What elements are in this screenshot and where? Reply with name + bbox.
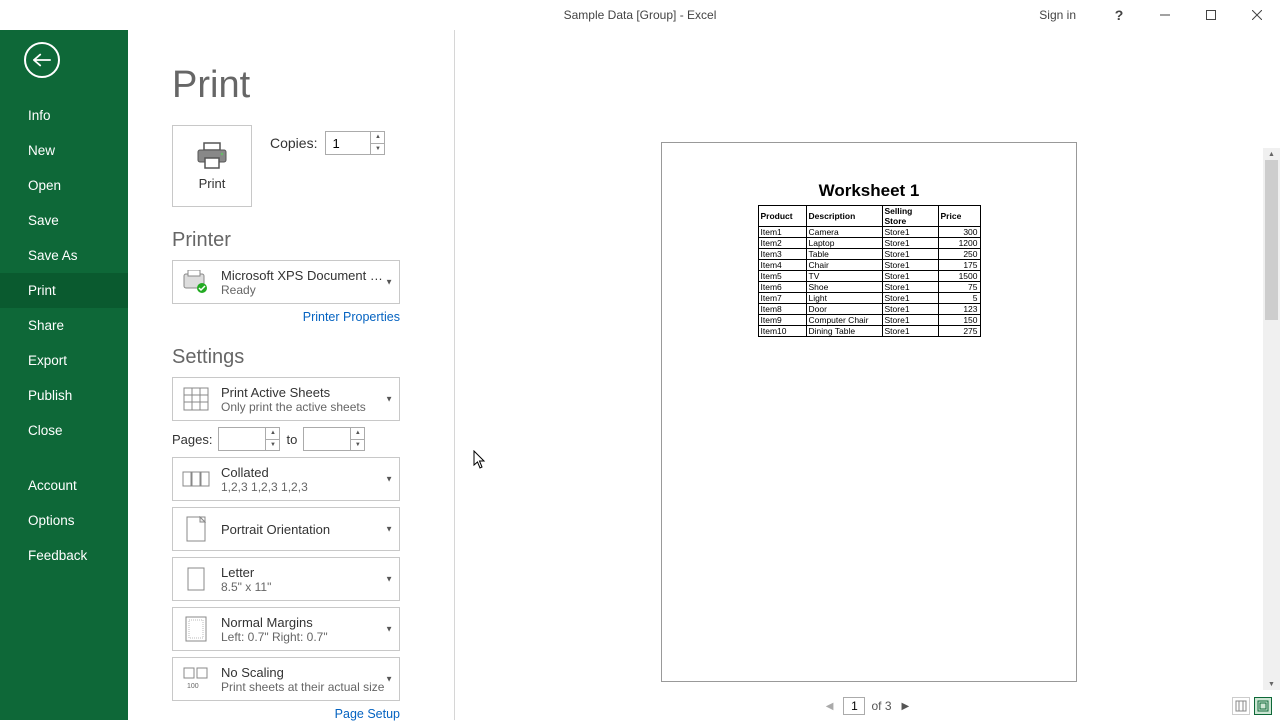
- print-button[interactable]: Print: [172, 125, 252, 207]
- table-row: Item10Dining TableStore1275: [758, 326, 980, 337]
- table-row: Item6ShoeStore175: [758, 282, 980, 293]
- spinner-buttons[interactable]: ▲▼: [370, 132, 384, 154]
- sidebar: InfoNewOpenSaveSave AsPrintShareExportPu…: [0, 30, 128, 720]
- window-title: Sample Data [Group] - Excel: [564, 8, 717, 22]
- pages-to-spinner[interactable]: ▲▼: [303, 427, 365, 451]
- margins-icon: [181, 614, 211, 644]
- main: InfoNewOpenSaveSave AsPrintShareExportPu…: [0, 30, 1280, 720]
- page-title: Print: [172, 64, 448, 107]
- orientation-select[interactable]: Portrait Orientation ▼: [172, 507, 400, 551]
- table-row: Item2LaptopStore11200: [758, 238, 980, 249]
- table-row: Item1CameraStore1300: [758, 227, 980, 238]
- preview-area: Worksheet 1 ProductDescriptionSelling St…: [455, 30, 1280, 720]
- prev-page-button[interactable]: ◀: [822, 701, 838, 712]
- table-row: Item4ChairStore1175: [758, 260, 980, 271]
- scaling-icon: 100: [181, 664, 211, 694]
- paper-icon: [181, 564, 211, 594]
- table-row: Item8DoorStore1123: [758, 304, 980, 315]
- pages-label: Pages:: [172, 432, 212, 447]
- table-row: Item5TVStore11500: [758, 271, 980, 282]
- nav-item-feedback[interactable]: Feedback: [0, 538, 128, 573]
- zoom-to-page-button[interactable]: [1254, 697, 1272, 715]
- page-setup-link[interactable]: Page Setup: [172, 707, 400, 721]
- print-panel: Print Print Copies: ▲▼: [128, 30, 448, 720]
- show-margins-button[interactable]: [1232, 697, 1250, 715]
- worksheet-title: Worksheet 1: [662, 181, 1076, 201]
- copies-spinner[interactable]: ▲▼: [325, 131, 385, 155]
- maximize-button[interactable]: [1188, 0, 1234, 30]
- page-nav: ◀ of 3 ▶: [455, 692, 1280, 720]
- collated-icon: [181, 464, 211, 494]
- nav-item-new[interactable]: New: [0, 133, 128, 168]
- svg-text:100: 100: [187, 683, 199, 690]
- table-row: Item3TableStore1250: [758, 249, 980, 260]
- scroll-thumb[interactable]: [1265, 160, 1278, 320]
- titlebar-controls: Sign in ?: [1039, 0, 1280, 30]
- to-label: to: [286, 432, 297, 447]
- copies-label: Copies:: [270, 135, 317, 151]
- total-pages-label: of 3: [871, 699, 891, 713]
- portrait-icon: [181, 514, 211, 544]
- print-what-select[interactable]: Print Active Sheets Only print the activ…: [172, 377, 400, 421]
- nav-item-account[interactable]: Account: [0, 468, 128, 503]
- settings-header: Settings: [172, 346, 448, 369]
- nav-item-open[interactable]: Open: [0, 168, 128, 203]
- copies-input[interactable]: [326, 136, 364, 151]
- chevron-down-icon: ▼: [385, 395, 393, 404]
- scroll-down-button[interactable]: ▼: [1263, 678, 1280, 690]
- printer-header: Printer i: [172, 229, 448, 252]
- nav-item-export[interactable]: Export: [0, 343, 128, 378]
- chevron-down-icon: ▼: [385, 525, 393, 534]
- margins-select[interactable]: Normal Margins Left: 0.7" Right: 0.7" ▼: [172, 607, 400, 651]
- pages-from-spinner[interactable]: ▲▼: [218, 427, 280, 451]
- close-button[interactable]: [1234, 0, 1280, 30]
- collation-select[interactable]: Collated 1,2,3 1,2,3 1,2,3 ▼: [172, 457, 400, 501]
- signin-link[interactable]: Sign in: [1039, 8, 1076, 22]
- sheets-icon: [181, 384, 211, 414]
- preview-table: ProductDescriptionSelling StorePriceItem…: [758, 205, 981, 337]
- printer-name: Microsoft XPS Document W...: [221, 268, 391, 283]
- chevron-down-icon: ▼: [385, 475, 393, 484]
- chevron-down-icon: ▼: [385, 675, 393, 684]
- help-button[interactable]: ?: [1096, 0, 1142, 30]
- chevron-down-icon: ▼: [385, 575, 393, 584]
- pages-to-input[interactable]: [304, 432, 342, 447]
- content: Print Print Copies: ▲▼: [128, 30, 1280, 720]
- current-page-input[interactable]: [843, 697, 865, 715]
- back-button[interactable]: [24, 42, 60, 78]
- chevron-down-icon: ▼: [385, 625, 393, 634]
- nav-item-info[interactable]: Info: [0, 98, 128, 133]
- nav-item-save[interactable]: Save: [0, 203, 128, 238]
- scaling-select[interactable]: 100 No Scaling Print sheets at their act…: [172, 657, 400, 701]
- printer-select[interactable]: Microsoft XPS Document W... Ready ▼: [172, 260, 400, 304]
- nav-item-share[interactable]: Share: [0, 308, 128, 343]
- preview-scrollbar[interactable]: ▲ ▼: [1263, 148, 1280, 690]
- printer-icon: [196, 142, 228, 170]
- table-row: Item7LightStore15: [758, 293, 980, 304]
- printer-status: Ready: [221, 283, 391, 297]
- next-page-button[interactable]: ▶: [898, 701, 914, 712]
- nav-item-print[interactable]: Print: [0, 273, 128, 308]
- pages-from-input[interactable]: [219, 432, 257, 447]
- minimize-button[interactable]: [1142, 0, 1188, 30]
- printer-device-icon: [181, 267, 211, 297]
- nav-item-options[interactable]: Options: [0, 503, 128, 538]
- titlebar: Sample Data [Group] - Excel Sign in ?: [0, 0, 1280, 30]
- preview-page: Worksheet 1 ProductDescriptionSelling St…: [661, 142, 1077, 682]
- print-button-label: Print: [199, 176, 226, 191]
- nav-item-publish[interactable]: Publish: [0, 378, 128, 413]
- paper-size-select[interactable]: Letter 8.5" x 11" ▼: [172, 557, 400, 601]
- table-row: Item9Computer ChairStore1150: [758, 315, 980, 326]
- printer-properties-link[interactable]: Printer Properties: [172, 310, 400, 324]
- nav-item-close[interactable]: Close: [0, 413, 128, 448]
- chevron-down-icon: ▼: [385, 278, 393, 287]
- nav-item-save-as[interactable]: Save As: [0, 238, 128, 273]
- scroll-up-button[interactable]: ▲: [1263, 148, 1280, 160]
